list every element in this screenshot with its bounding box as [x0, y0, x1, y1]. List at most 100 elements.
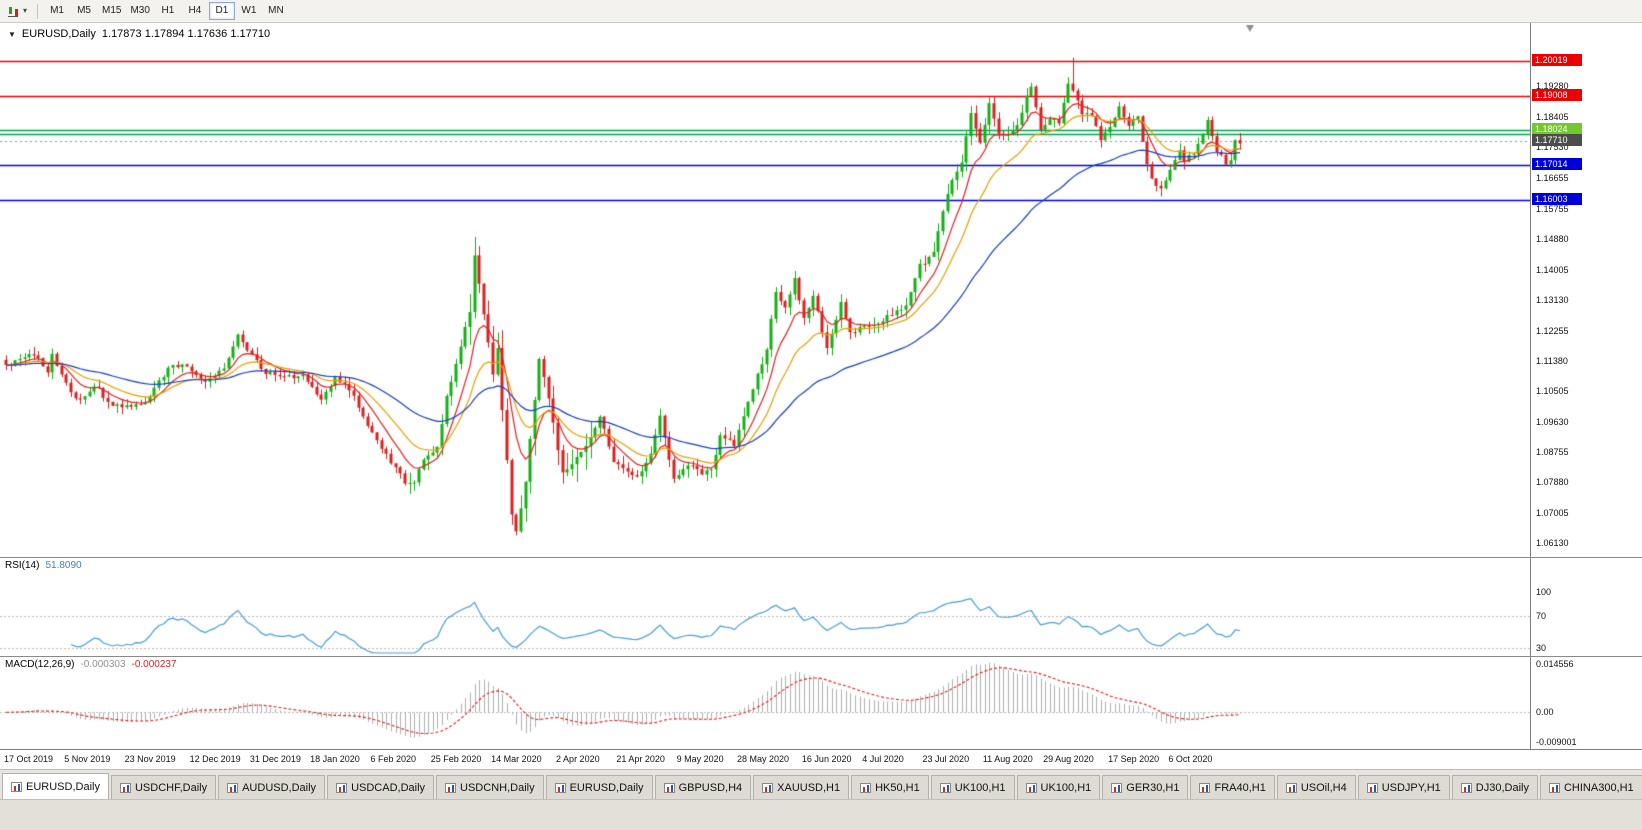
price-axis-tick-label: 1.18405 — [1536, 111, 1569, 122]
time-axis-label: 14 Mar 2020 — [491, 754, 542, 764]
time-axis-label: 28 May 2020 — [736, 754, 790, 764]
macd-axis-label: -0.009001 — [1536, 737, 1577, 747]
price-line-label: 1.20019 — [1532, 53, 1582, 66]
chart-tab-eurusd-daily[interactable]: EURUSD,Daily — [2, 773, 109, 799]
chart-icon — [1460, 782, 1472, 793]
chart-tab-xauusd-h1[interactable]: XAUUSD,H1 — [753, 775, 850, 799]
chart-icon — [1366, 782, 1378, 793]
timeframe-button-w1[interactable]: W1 — [241, 5, 257, 16]
chart-tab-eurusd-daily[interactable]: EURUSD,Daily — [545, 775, 653, 799]
chart-ohlc-values: 1.17873 1.17894 1.17636 1.17710 — [101, 28, 271, 40]
chart-tab-label: USOil,H4 — [1300, 781, 1347, 794]
timeframe-button-m1[interactable]: M1 — [50, 5, 64, 16]
rsi-label: RSI(14) — [5, 560, 40, 571]
chart-icon — [663, 782, 675, 793]
chart-tab-usdcad-daily[interactable]: USDCAD,Daily — [327, 775, 435, 799]
chart-tab-fra40-h1[interactable]: FRA40,H1 — [1190, 775, 1275, 799]
time-axis-label: 21 Apr 2020 — [616, 754, 665, 764]
time-axis-label: 11 Aug 2020 — [982, 754, 1033, 764]
chart-tab-label: FRA40,H1 — [1214, 781, 1266, 794]
price-axis-tick-label: 1.07880 — [1536, 477, 1569, 488]
price-axis-tick-label: 1.07005 — [1536, 507, 1569, 518]
one-click-trading-icon[interactable]: ▼ — [8, 29, 16, 39]
time-axis-label: 23 Nov 2019 — [124, 754, 176, 764]
price-line-label: 1.17014 — [1532, 158, 1582, 171]
chart-icon — [762, 782, 774, 793]
macd-axis-label: 0.014556 — [1536, 659, 1574, 669]
toolbar-separator — [37, 3, 39, 19]
chart-tab-label: GER30,H1 — [1126, 781, 1180, 794]
chart-tab-usdcnh-daily[interactable]: USDCNH,Daily — [436, 775, 544, 799]
chart-title: ▼ EURUSD,Daily 1.17873 1.17894 1.17636 1… — [8, 28, 270, 40]
chart-tab-audusd-daily[interactable]: AUDUSD,Daily — [218, 775, 326, 799]
panel-splitter[interactable] — [0, 656, 1642, 657]
price-axis-tick-label: 1.06130 — [1536, 538, 1569, 549]
chart-tab-dj30-daily[interactable]: DJ30,Daily — [1451, 775, 1538, 799]
chart-icon — [860, 782, 872, 793]
rsi-value: 51.8090 — [45, 560, 82, 571]
window-bottom-strip — [0, 799, 1642, 830]
chart-icon — [227, 782, 239, 793]
macd-panel-canvas[interactable] — [0, 656, 1530, 749]
price-axis-tick-label: 1.15755 — [1536, 203, 1569, 214]
price-axis-tick-label: 1.16655 — [1536, 172, 1569, 183]
chart-tab-ger30-h1[interactable]: GER30,H1 — [1102, 775, 1189, 799]
price-chart-canvas[interactable] — [0, 23, 1530, 557]
panel-splitter[interactable] — [0, 557, 1642, 558]
macd-label: MACD(12,26,9) — [5, 659, 75, 670]
chart-tab-label: USDCAD,Daily — [351, 781, 426, 794]
chart-tab-label: UK100,H1 — [954, 781, 1006, 794]
price-axis-tick-label: 1.19280 — [1536, 81, 1569, 92]
chart-type-button[interactable]: ▾ — [3, 2, 31, 21]
rsi-axis-label: 100 — [1536, 587, 1552, 597]
chart-tab-label: USDCHF,Daily — [134, 781, 208, 794]
chart-tab-label: USDCNH,Daily — [460, 781, 535, 794]
chart-tab-label: XAUUSD,H1 — [777, 781, 841, 794]
chart-tab-hk50-h1[interactable]: HK50,H1 — [851, 775, 929, 799]
chart-tab-usoil-h4[interactable]: USOil,H4 — [1276, 775, 1356, 799]
timeframe-button-d1[interactable]: D1 — [208, 2, 235, 20]
timeframe-button-m5[interactable]: M5 — [77, 5, 91, 16]
timeframe-button-h4[interactable]: H4 — [188, 5, 202, 16]
chart-icon — [1285, 782, 1297, 793]
time-axis-label: 6 Feb 2020 — [370, 754, 417, 764]
chart-icon — [336, 782, 348, 793]
price-axis-tick-label: 1.10505 — [1536, 386, 1569, 397]
rsi-axis-label: 30 — [1536, 643, 1547, 653]
timeframe-button-m30[interactable]: M30 — [130, 5, 150, 16]
chart-tab-label: EURUSD,Daily — [569, 781, 644, 794]
rsi-panel-canvas[interactable] — [0, 557, 1530, 656]
time-axis[interactable]: 17 Oct 2019 5 Nov 2019 23 Nov 2019 12 Dec 2… — [0, 749, 1642, 769]
price-axis[interactable]: 1.19280 1.18405 1.17530 1.16655 1.15755 1.148… — [1530, 23, 1642, 749]
chevron-down-icon: ▾ — [23, 6, 28, 15]
macd-main-value: -0.000303 — [80, 659, 126, 670]
chart-icon — [939, 782, 951, 793]
time-axis-label: 31 Dec 2019 — [249, 754, 301, 764]
time-axis-label: 6 Oct 2020 — [1168, 754, 1213, 764]
chart-tab-china300-h1[interactable]: CHINA300,H1 — [1539, 775, 1642, 799]
chart-tab-gbpusd-h4[interactable]: GBPUSD,H4 — [654, 775, 752, 799]
candlestick-chart-icon — [7, 4, 21, 18]
timeframe-button-h1[interactable]: H1 — [161, 5, 175, 16]
chart-tab-label: EURUSD,Daily — [26, 780, 100, 793]
chart-tab-uk100-h1[interactable]: UK100,H1 — [1016, 775, 1101, 799]
current-price-label: 1.17710 — [1532, 134, 1582, 147]
price-line-label: 1.19008 — [1532, 88, 1582, 101]
price-axis-tick-label: 1.09630 — [1536, 416, 1569, 427]
chart-tab-label: GBPUSD,H4 — [678, 781, 743, 794]
time-axis-label: 23 Jul 2020 — [922, 754, 970, 764]
timeframe-button-m15[interactable]: M15 — [102, 5, 122, 16]
timeframe-button-mn[interactable]: MN — [268, 5, 284, 16]
chart-tab-label: DJ30,Daily — [1475, 781, 1529, 794]
price-axis-tick-label: 1.12255 — [1536, 325, 1569, 336]
chart-window: ▼ EURUSD,Daily 1.17873 1.17894 1.17636 1… — [0, 23, 1642, 749]
chart-tab-uk100-h1[interactable]: UK100,H1 — [930, 775, 1015, 799]
chart-tab-label: UK100,H1 — [1040, 781, 1092, 794]
chart-icon — [554, 782, 566, 793]
chart-tab-usdchf-daily[interactable]: USDCHF,Daily — [110, 775, 217, 799]
time-axis-label: 18 Jan 2020 — [310, 754, 360, 764]
toolbar: ▾ M1 M5 M15 M30 H1 H4 D1 W1 MN — [0, 0, 1642, 23]
chart-icon — [11, 781, 22, 792]
chart-tab-usdjpy-h1[interactable]: USDJPY,H1 — [1357, 775, 1450, 799]
